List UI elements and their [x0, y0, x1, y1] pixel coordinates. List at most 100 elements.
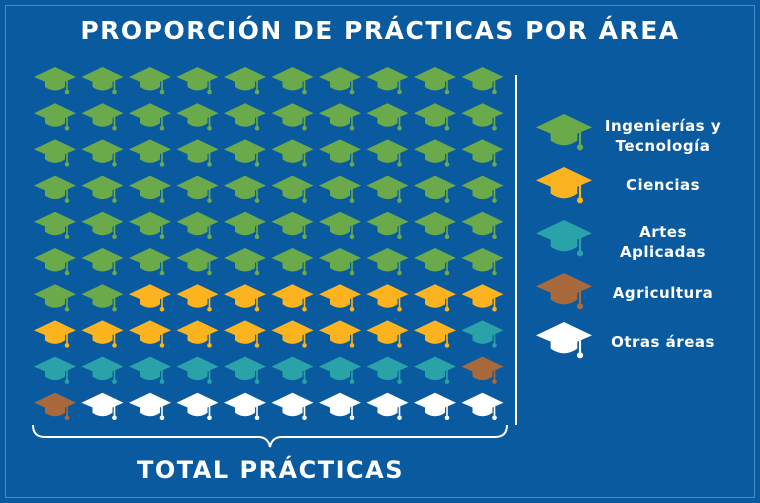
waffle-cell [81, 175, 124, 203]
waffle-cell [176, 175, 219, 203]
waffle-cell [176, 320, 219, 348]
waffle-cell [224, 139, 266, 167]
waffle-cell [414, 356, 456, 384]
waffle-cell [81, 284, 124, 312]
x-axis-label: TOTAL PRÁCTICAS [136, 456, 405, 484]
waffle-cell [366, 248, 409, 276]
waffle-cell [224, 320, 266, 348]
waffle-cell [461, 392, 504, 421]
waffle-cell [129, 356, 171, 384]
waffle-cell [461, 284, 504, 312]
waffle-cell [129, 103, 171, 131]
waffle-cell [224, 67, 266, 95]
waffle-cell [271, 320, 314, 348]
waffle-cell [271, 248, 314, 276]
waffle-cell [461, 67, 504, 95]
waffle-cell [414, 284, 456, 312]
waffle-cell [461, 175, 504, 203]
waffle-cell [34, 211, 76, 240]
legend-divider [515, 75, 517, 425]
waffle-cell [224, 356, 266, 384]
waffle-cell [271, 211, 314, 240]
waffle-cell [176, 139, 219, 167]
waffle-cell [366, 103, 409, 131]
waffle-cell [129, 67, 171, 95]
waffle-cell [34, 248, 76, 276]
waffle-cell [129, 320, 171, 348]
waffle-cell [224, 248, 266, 276]
waffle-cell [319, 175, 361, 203]
legend-label-ingenierias: Ingenierías y Tecnología [604, 117, 722, 155]
cap-icon [536, 167, 592, 204]
legend-label-artes: Artes Aplicadas [620, 223, 706, 261]
cap-icon [536, 114, 592, 151]
waffle-cell [81, 320, 124, 348]
waffle-cell [34, 320, 76, 348]
waffle-cell [176, 356, 219, 384]
waffle-cell [366, 211, 409, 240]
waffle-cell [461, 139, 504, 167]
total-brace [32, 424, 508, 448]
chart-title: PROPORCIÓN DE PRÁCTICAS POR ÁREA [80, 16, 680, 45]
waffle-cell [319, 284, 361, 312]
waffle-cell [271, 67, 314, 95]
waffle-cell [319, 139, 361, 167]
waffle-cell [224, 392, 266, 421]
waffle-cell [34, 175, 76, 203]
waffle-cell [461, 248, 504, 276]
waffle-cell [129, 392, 171, 421]
cap-icon [536, 322, 592, 359]
waffle-cell [271, 139, 314, 167]
waffle-cell [34, 392, 76, 421]
frame-border [5, 5, 755, 498]
legend-label-otras: Otras áreas [611, 333, 715, 351]
waffle-cell [319, 356, 361, 384]
waffle-cell [271, 356, 314, 384]
waffle-cell [271, 103, 314, 131]
waffle-cell [176, 67, 219, 95]
waffle-cell [414, 248, 456, 276]
waffle-cell [34, 356, 76, 384]
waffle-cell [81, 103, 124, 131]
waffle-cell [461, 320, 504, 348]
waffle-cell [271, 175, 314, 203]
waffle-cell [129, 175, 171, 203]
waffle-cell [176, 248, 219, 276]
waffle-cell [461, 211, 504, 240]
cap-icon [536, 273, 592, 310]
waffle-cell [414, 139, 456, 167]
waffle-cell [366, 284, 409, 312]
waffle-cell [319, 248, 361, 276]
waffle-cell [224, 103, 266, 131]
waffle-cell [271, 392, 314, 421]
waffle-cell [81, 248, 124, 276]
legend-label-ciencias: Ciencias [625, 176, 701, 194]
waffle-cell [366, 392, 409, 421]
waffle-cell [81, 139, 124, 167]
waffle-cell [81, 67, 124, 95]
waffle-cell [81, 392, 124, 421]
waffle-cell [176, 211, 219, 240]
waffle-cell [414, 175, 456, 203]
waffle-cell [461, 356, 504, 384]
waffle-cell [319, 211, 361, 240]
waffle-cell [34, 284, 76, 312]
waffle-cell [81, 356, 124, 384]
waffle-cell [366, 320, 409, 348]
waffle-cell [366, 139, 409, 167]
cap-icon [536, 220, 592, 257]
waffle-cell [34, 67, 76, 95]
waffle-cell [34, 103, 76, 131]
legend-label-agricultura: Agricultura [612, 284, 714, 302]
waffle-cell [366, 356, 409, 384]
waffle-cell [224, 175, 266, 203]
waffle-cell [81, 211, 124, 240]
waffle-cell [319, 67, 361, 95]
waffle-cell [176, 103, 219, 131]
waffle-cell [129, 284, 171, 312]
waffle-cell [414, 211, 456, 240]
waffle-cell [461, 103, 504, 131]
waffle-cell [129, 248, 171, 276]
